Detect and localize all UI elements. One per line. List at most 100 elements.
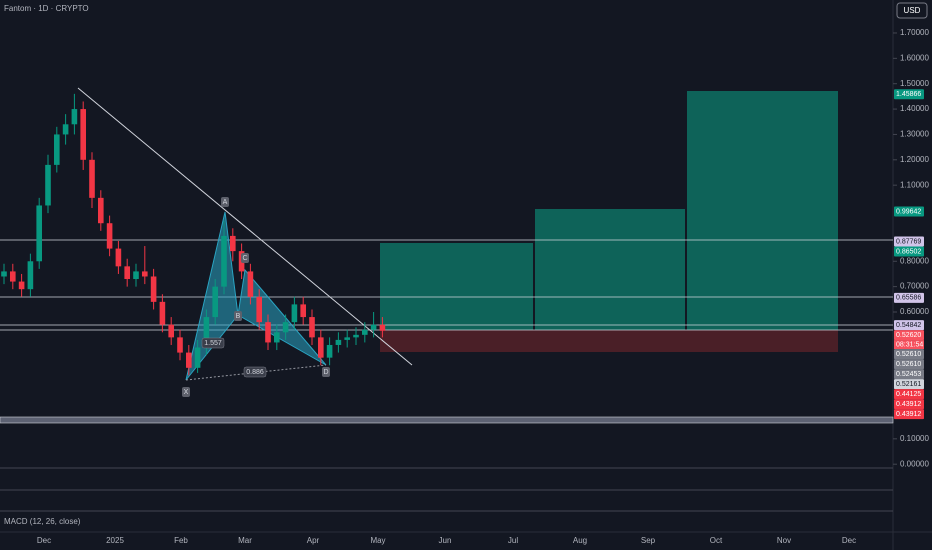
price-label-text: 0.86502 [896,248,921,255]
candle-body [98,197,104,224]
price-label: 0.52453 [894,369,924,380]
pattern-ratio: 0.886 [246,369,264,376]
target-box [380,243,533,330]
price-label-box [894,359,924,370]
price-label: 0.99642 [894,206,924,217]
y-tick-label: 1.30000 [900,130,929,139]
candle-body [221,235,227,287]
candle-body [62,124,69,135]
price-label-text: 1.45866 [896,91,921,98]
candle-body [45,164,51,206]
candle-body [230,235,236,252]
indicator-label: MACD (12, 26, close) [4,517,81,526]
pattern-xd [185,364,327,381]
price-label-text: 0.43912 [896,411,921,418]
x-tick-label: Oct [710,536,723,545]
x-tick-label: Apr [307,536,320,545]
target-box [535,209,685,330]
pattern-ratio-box [201,337,225,349]
y-tick-label: 1.50000 [900,79,929,88]
price-label-box [894,389,924,400]
x-tick-label: Dec [37,536,51,545]
y-tick-label: 1.20000 [900,155,929,164]
candle-body [309,317,315,338]
candle-body [80,109,86,160]
candle-body [133,271,139,280]
candle-body [370,324,377,330]
x-tick-label: Feb [174,536,188,545]
countdown: 08:31:54 [896,341,923,348]
price-label: 0.52620 [894,330,924,341]
price-label-text: 0.52610 [896,361,921,368]
x-tick-label: Dec [842,536,856,545]
pattern-point-box [182,387,190,397]
countdown-box [894,340,924,350]
x-tick-label: Sep [641,536,656,545]
price-label-text: 0.52453 [896,371,921,378]
price-label-text: 0.52161 [896,381,921,388]
currency[interactable]: USD [904,6,921,15]
trend-line [77,87,413,366]
pattern-point-box [234,311,242,321]
x-tick-label: Aug [573,536,587,545]
candle-body [142,271,148,277]
candle-body [282,322,289,333]
x-tick-label: Nov [777,536,791,545]
candle-body [186,352,192,368]
candle-body [159,301,166,325]
candle-body [265,322,271,343]
candle-body [300,304,306,318]
price-label-text: 0.52610 [896,351,921,358]
price-label-box [894,330,924,341]
x-tick-label: 2025 [106,536,124,545]
y-tick-label: 0.10000 [900,434,929,443]
pattern-point-box [221,197,229,207]
candle-body [54,134,60,165]
price-label-text: 0.44125 [896,391,921,398]
price-label: 1.45866 [894,89,924,100]
pattern-ratio: 1.557 [204,340,222,347]
price-label: 0.43912 [894,399,924,410]
price-label: 0.54842 [894,320,924,331]
price-label-box [894,246,924,257]
price-label-box [894,369,924,380]
target-box [687,91,838,330]
candle-body [71,109,78,125]
y-tick-label: 1.60000 [900,53,929,62]
candle-body [379,324,386,331]
candle-body [177,337,183,353]
zone-band [0,416,894,424]
price-label-box [894,409,924,420]
stop-box [380,330,838,352]
candle-body [194,347,201,368]
x-tick-label: Jul [508,536,518,545]
price-label: 0.43912 [894,409,924,420]
candle-body [106,223,113,249]
y-tick-label: 1.40000 [900,104,929,113]
price-label-box [894,320,924,331]
y-tick-label: 0.80000 [900,256,929,265]
symbol-title: Fantom · 1D · CRYPTO [4,4,89,13]
pattern-point-box [322,367,330,377]
price-label-text: 0.99642 [896,208,921,215]
x-tick-label: Mar [238,536,252,545]
price-label-box [894,89,924,100]
candle-body [150,276,157,302]
candle-body [168,324,174,338]
candle-body [212,286,218,318]
pattern-point: C [242,255,247,262]
candle-body [247,271,254,297]
candle-body [344,337,350,340]
x-tick-label: May [370,536,385,545]
price-label-box [894,379,924,390]
candle-body [1,271,7,277]
candle-body [353,334,359,338]
price-label-box [894,292,924,303]
currency-box[interactable] [896,2,928,19]
candle-body [89,159,95,198]
candle-body [203,317,210,348]
pattern-point: A [223,199,228,206]
candle-body [291,304,298,323]
price-label-text: 0.52620 [896,332,921,339]
price-label: 0.87769 [894,236,924,247]
